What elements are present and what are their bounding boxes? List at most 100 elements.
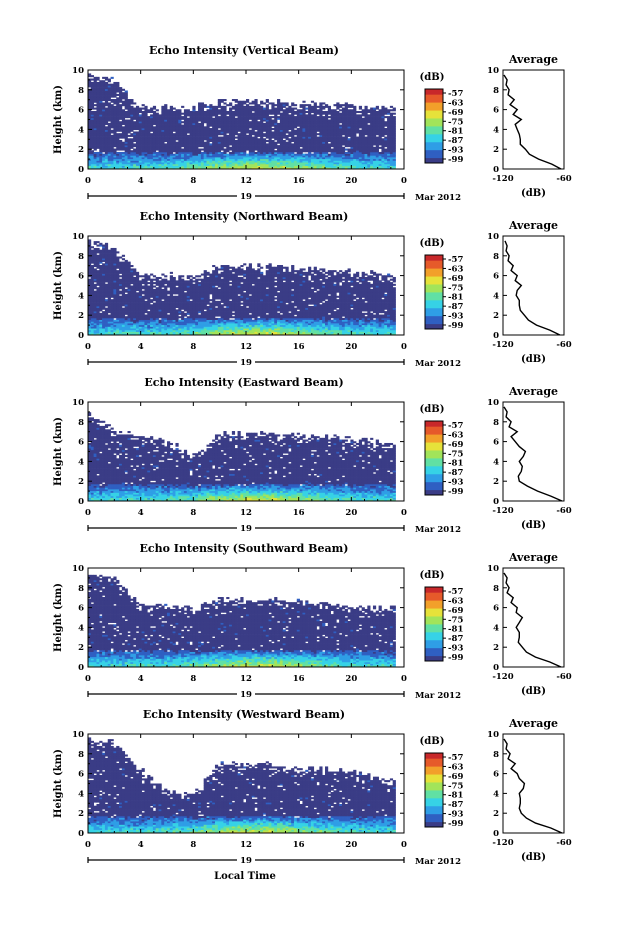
heatmap-cell <box>192 121 196 124</box>
heatmap-cell <box>209 145 213 148</box>
heatmap-cell <box>104 136 109 139</box>
heatmap-cell <box>144 114 148 117</box>
heatmap-cell <box>124 316 128 319</box>
heatmap-cell <box>116 121 120 124</box>
heatmap-cell <box>124 104 128 107</box>
heatmap-cell <box>203 146 207 149</box>
heatmap-cell <box>99 80 103 83</box>
heatmap-cell <box>116 126 120 129</box>
heatmap-cell <box>198 143 202 146</box>
heatmap-cell <box>116 143 120 146</box>
heatmap-cell <box>214 160 219 163</box>
heatmap-cell <box>135 160 140 163</box>
heatmap-cell <box>127 165 131 168</box>
heatmap-cell <box>195 128 199 131</box>
heatmap-cell <box>316 133 320 136</box>
heatmap-cell <box>291 102 295 105</box>
heatmap-cell <box>96 83 100 86</box>
heatmap-cell <box>127 129 131 132</box>
heatmap-cell <box>138 139 142 143</box>
heatmap-cell <box>119 110 123 114</box>
heatmap-cell <box>96 134 100 137</box>
heatmap-cell <box>172 124 176 127</box>
heatmap-cell <box>217 162 221 165</box>
heatmap-cell <box>113 99 117 102</box>
heatmap-cell <box>203 119 207 122</box>
heatmap-cell <box>138 131 142 134</box>
heatmap-cell <box>119 136 123 139</box>
heatmap-cell <box>104 167 109 170</box>
heatmap-cell <box>389 109 394 112</box>
heatmap-cell <box>158 131 162 134</box>
heatmap-cell <box>107 138 111 141</box>
heatmap-cell <box>200 107 205 110</box>
heatmap-cell <box>167 150 171 153</box>
heatmap-cell <box>203 145 207 148</box>
heatmap-cell <box>138 145 142 148</box>
heatmap-cell <box>124 145 128 148</box>
heatmap-cell <box>90 81 94 85</box>
heatmap-cell <box>90 141 94 144</box>
heatmap-cell <box>116 139 120 143</box>
heatmap-cell <box>93 133 97 136</box>
heatmap-cell <box>107 153 111 156</box>
heatmap-cell <box>198 167 202 170</box>
heatmap-cell <box>203 157 207 160</box>
heatmap-cell <box>99 102 103 105</box>
heatmap-cell <box>119 256 123 259</box>
heatmap-cell <box>102 263 106 266</box>
heatmap-cell <box>90 145 94 148</box>
heatmap-cell <box>282 102 286 105</box>
heatmap-cell <box>124 105 128 108</box>
heatmap-cell <box>96 104 100 107</box>
heatmap-cell <box>158 150 162 153</box>
heatmap-cell <box>113 114 117 117</box>
heatmap-cell <box>195 112 199 115</box>
heatmap-cell <box>88 165 92 168</box>
heatmap-cell <box>164 112 168 115</box>
heatmap-cell <box>195 114 199 117</box>
heatmap-cell <box>200 139 205 143</box>
heatmap-cell <box>271 128 275 131</box>
heatmap-cell <box>104 145 109 148</box>
heatmap-cell <box>172 122 176 125</box>
heatmap-cell <box>99 158 103 161</box>
heatmap-cell <box>96 131 100 134</box>
heatmap-cell <box>99 134 103 137</box>
heatmap-cell <box>88 141 92 144</box>
heatmap-cell <box>90 136 94 139</box>
heatmap-cell <box>121 160 126 163</box>
heatmap-cell <box>198 129 202 132</box>
heatmap-cell <box>88 126 92 129</box>
heatmap-cell <box>209 117 213 120</box>
heatmap-cell <box>96 124 100 127</box>
heatmap-cell <box>99 157 103 160</box>
heatmap-cell <box>164 157 168 160</box>
heatmap-cell <box>135 162 140 165</box>
heatmap-cell <box>110 146 114 149</box>
heatmap-cell <box>195 148 199 151</box>
heatmap-cell <box>127 146 131 149</box>
heatmap-cell <box>88 119 92 122</box>
heatmap-cell <box>217 99 221 102</box>
heatmap-cell <box>130 143 134 146</box>
heatmap-cell <box>110 119 114 122</box>
heatmap-cell <box>133 128 137 131</box>
heatmap-cell <box>124 141 128 144</box>
heatmap-cell <box>155 167 159 170</box>
heatmap-cell <box>116 102 120 105</box>
heatmap-cell <box>189 157 193 160</box>
heatmap-cell <box>198 155 202 158</box>
heatmap-cell <box>90 75 94 78</box>
heatmap-cell <box>96 163 100 166</box>
heatmap-cell <box>127 153 131 156</box>
heatmap-cell <box>104 112 109 115</box>
heatmap-cell <box>119 163 123 166</box>
heatmap-cell <box>147 165 151 168</box>
heatmap-cell <box>330 148 334 151</box>
heatmap-cell <box>206 153 210 156</box>
heatmap-cell <box>99 119 103 122</box>
heatmap-cell <box>217 153 221 156</box>
heatmap-cell <box>88 151 92 154</box>
heatmap-cell <box>124 129 128 132</box>
